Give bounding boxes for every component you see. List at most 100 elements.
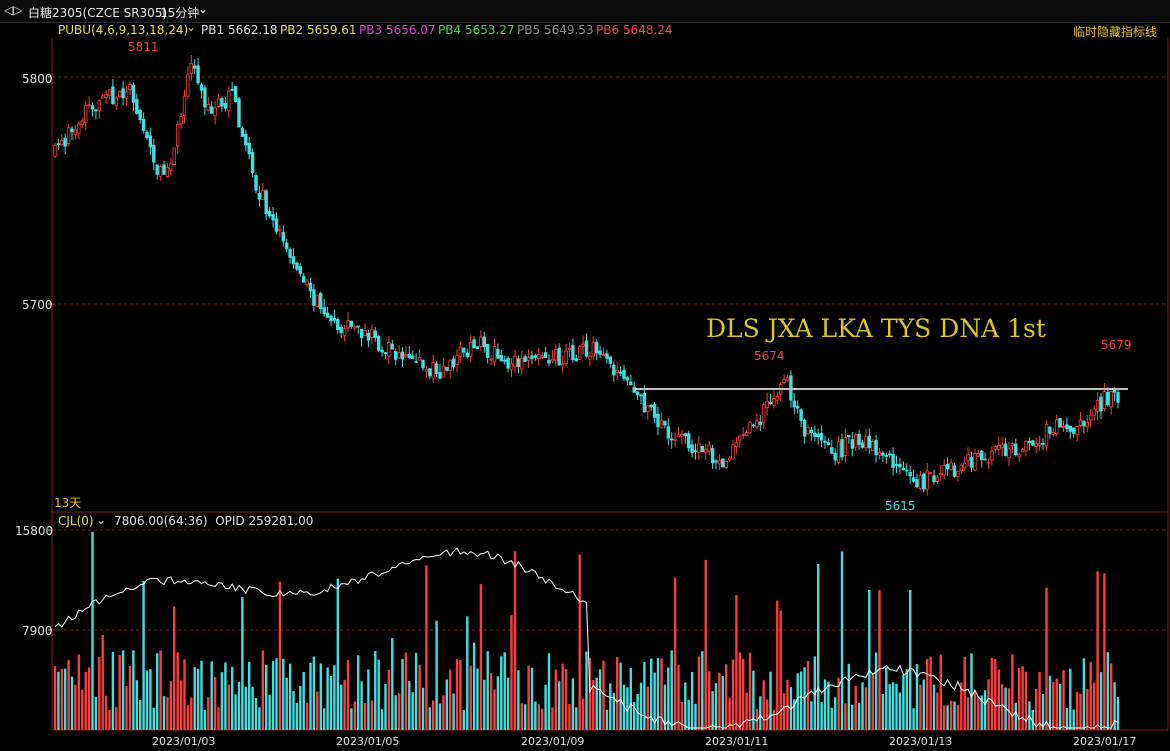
candle-body [799, 409, 803, 421]
volume-bar [111, 651, 115, 730]
candle-body [393, 351, 398, 360]
candle-body [911, 477, 916, 482]
candle-body [1058, 418, 1062, 428]
volume-bar [881, 694, 885, 730]
candle-body [956, 470, 960, 477]
candle-body [523, 356, 527, 362]
candle-body [203, 87, 207, 108]
volume-bar [581, 698, 585, 730]
volume-bars [53, 531, 1120, 730]
arrow-toggle-icon[interactable]: ◁▷ [4, 3, 23, 17]
volume-bar [626, 687, 629, 730]
volume-bar [162, 696, 166, 730]
candle-body [342, 328, 347, 336]
volume-bar [752, 670, 755, 730]
candle-body [642, 393, 647, 413]
volume-bar [363, 703, 367, 730]
volume-bar [517, 670, 520, 730]
volume-bar [432, 700, 435, 730]
volume-bar [919, 684, 922, 730]
period-selector[interactable]: 15分钟 [160, 6, 200, 20]
chevron-down-icon[interactable]: ⌄ [198, 2, 209, 16]
volume-bar [796, 673, 799, 730]
volume-bar [479, 584, 483, 730]
candle-body [492, 346, 497, 363]
chevron-down-icon[interactable]: ⌄ [186, 20, 197, 34]
volume-bar [568, 704, 571, 730]
x-tick: 2023/01/13 [889, 735, 952, 748]
candle-body [387, 342, 391, 357]
volume-bar [183, 659, 186, 730]
volume-bar [1082, 658, 1086, 730]
volume-bar [336, 578, 339, 730]
volume-bar [827, 681, 830, 730]
volume-bar [200, 660, 203, 730]
volume-bar [898, 692, 902, 730]
volume-bar [708, 671, 711, 730]
volume-bar [605, 709, 609, 730]
volume-bar [132, 650, 135, 730]
candle-body [172, 147, 176, 165]
volume-bar [1035, 689, 1038, 730]
volume-bar [302, 671, 305, 730]
candle-body [63, 137, 67, 147]
candle-body [421, 359, 425, 369]
candle-body [816, 433, 820, 437]
indicator-name[interactable]: PUBU(4,6,9,13,18,24) [58, 23, 189, 37]
candle-body [557, 347, 561, 366]
candle-body [1061, 425, 1066, 428]
candle-body [118, 90, 122, 98]
volume-bar [193, 667, 196, 730]
hide-indicator-lines-button[interactable]: 临时隐藏指标线 [1073, 25, 1158, 39]
volume-bar [237, 681, 241, 730]
candle-body [376, 335, 381, 351]
candle-body [312, 289, 316, 306]
candle-body [584, 340, 589, 357]
volume-bar [1048, 675, 1052, 730]
candle-body [397, 352, 401, 359]
candle-body [775, 395, 779, 401]
candle-body [833, 452, 837, 461]
volume-bar [643, 662, 646, 730]
candle-body [223, 103, 228, 109]
volume-bar [316, 691, 319, 730]
volume-bar [476, 668, 479, 730]
candle-body [997, 444, 1001, 450]
candle-body [141, 118, 146, 131]
volume-bar [997, 669, 1000, 730]
candle-body [939, 472, 943, 475]
volume-bar [1113, 682, 1116, 730]
candle-body [687, 433, 691, 449]
candle-body [1031, 440, 1035, 446]
candle-body [1106, 391, 1110, 406]
candle-body [128, 84, 132, 90]
chevron-down-icon[interactable]: ⌄ [96, 513, 106, 527]
volume-bar [94, 696, 98, 730]
volume-bar [231, 666, 234, 730]
volume-bar [319, 663, 322, 730]
symbol-title[interactable]: 白糖2305(CZCE SR305) [28, 6, 168, 20]
volume-bar [346, 660, 350, 730]
candle-body [455, 354, 459, 365]
candle-body [448, 359, 452, 371]
candle-body [80, 120, 84, 125]
candle-body [315, 294, 319, 308]
candle-body [612, 364, 616, 376]
candle-body [70, 128, 74, 133]
volume-indicator-name[interactable]: CJL(0) [58, 514, 94, 528]
volume-bar [558, 681, 561, 730]
candle-body [1095, 399, 1100, 412]
candle-body [830, 447, 834, 454]
candle-body [986, 461, 991, 464]
candle-body [537, 353, 541, 359]
volume-bar [891, 682, 895, 730]
candle-body [458, 346, 463, 357]
candle-body [479, 336, 483, 347]
volume-bar [323, 708, 326, 730]
candle-body [114, 97, 118, 106]
candle-body [785, 377, 790, 381]
candle-body [813, 432, 817, 437]
volume-bar [1075, 692, 1079, 730]
candle-body [663, 420, 667, 426]
